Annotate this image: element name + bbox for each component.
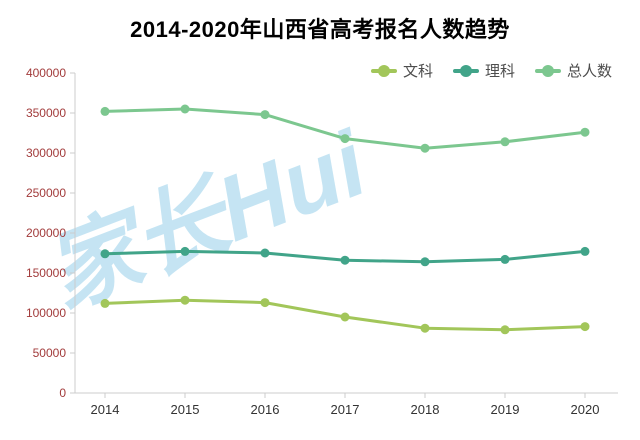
y-axis-label: 50000 bbox=[33, 346, 67, 360]
data-point[interactable] bbox=[420, 257, 430, 267]
data-point[interactable] bbox=[180, 295, 190, 305]
x-axis-label: 2014 bbox=[91, 402, 120, 417]
data-point[interactable] bbox=[580, 322, 590, 332]
y-axis-label: 150000 bbox=[26, 266, 66, 280]
data-point[interactable] bbox=[500, 137, 510, 147]
y-axis-label: 350000 bbox=[26, 106, 66, 120]
chart-title: 2014-2020年山西省高考报名人数趋势 bbox=[130, 17, 510, 42]
data-point[interactable] bbox=[580, 246, 590, 256]
x-axis-label: 2020 bbox=[571, 402, 600, 417]
data-point[interactable] bbox=[260, 110, 270, 120]
data-point[interactable] bbox=[500, 325, 510, 335]
data-point[interactable] bbox=[340, 255, 350, 265]
x-axis-label: 2015 bbox=[171, 402, 200, 417]
x-axis-label: 2019 bbox=[491, 402, 520, 417]
data-point[interactable] bbox=[260, 248, 270, 258]
data-point[interactable] bbox=[580, 127, 590, 137]
legend-item-1[interactable]: 理科 bbox=[452, 60, 515, 81]
data-point[interactable] bbox=[180, 104, 190, 114]
legend-label: 文科 bbox=[402, 63, 433, 80]
legend-label: 理科 bbox=[484, 63, 515, 80]
y-axis-label: 300000 bbox=[26, 146, 66, 160]
data-point[interactable] bbox=[100, 249, 110, 259]
legend-marker-icon bbox=[370, 64, 397, 77]
y-axis-label: 400000 bbox=[26, 66, 66, 80]
data-point[interactable] bbox=[100, 298, 110, 308]
legend-item-0[interactable]: 文科 bbox=[370, 60, 433, 81]
data-point[interactable] bbox=[180, 246, 190, 256]
x-axis-label: 2017 bbox=[331, 402, 360, 417]
x-axis-label: 2016 bbox=[251, 402, 280, 417]
y-axis-label: 250000 bbox=[26, 186, 66, 200]
data-point[interactable] bbox=[420, 323, 430, 333]
legend-marker-icon bbox=[452, 64, 479, 77]
chart-legend: 文科 理科 总人数 bbox=[370, 60, 612, 81]
y-axis-label: 100000 bbox=[26, 306, 66, 320]
data-point[interactable] bbox=[100, 106, 110, 116]
data-point[interactable] bbox=[500, 254, 510, 264]
y-axis-label: 200000 bbox=[26, 226, 66, 240]
y-axis-label: 0 bbox=[59, 386, 66, 400]
data-point[interactable] bbox=[340, 312, 350, 322]
x-axis-label: 2018 bbox=[411, 402, 440, 417]
data-point[interactable] bbox=[420, 143, 430, 153]
legend-label: 总人数 bbox=[566, 63, 612, 80]
data-point[interactable] bbox=[260, 298, 270, 308]
legend-marker-icon bbox=[534, 64, 561, 77]
legend-item-2[interactable]: 总人数 bbox=[534, 60, 612, 81]
data-point[interactable] bbox=[340, 134, 350, 144]
